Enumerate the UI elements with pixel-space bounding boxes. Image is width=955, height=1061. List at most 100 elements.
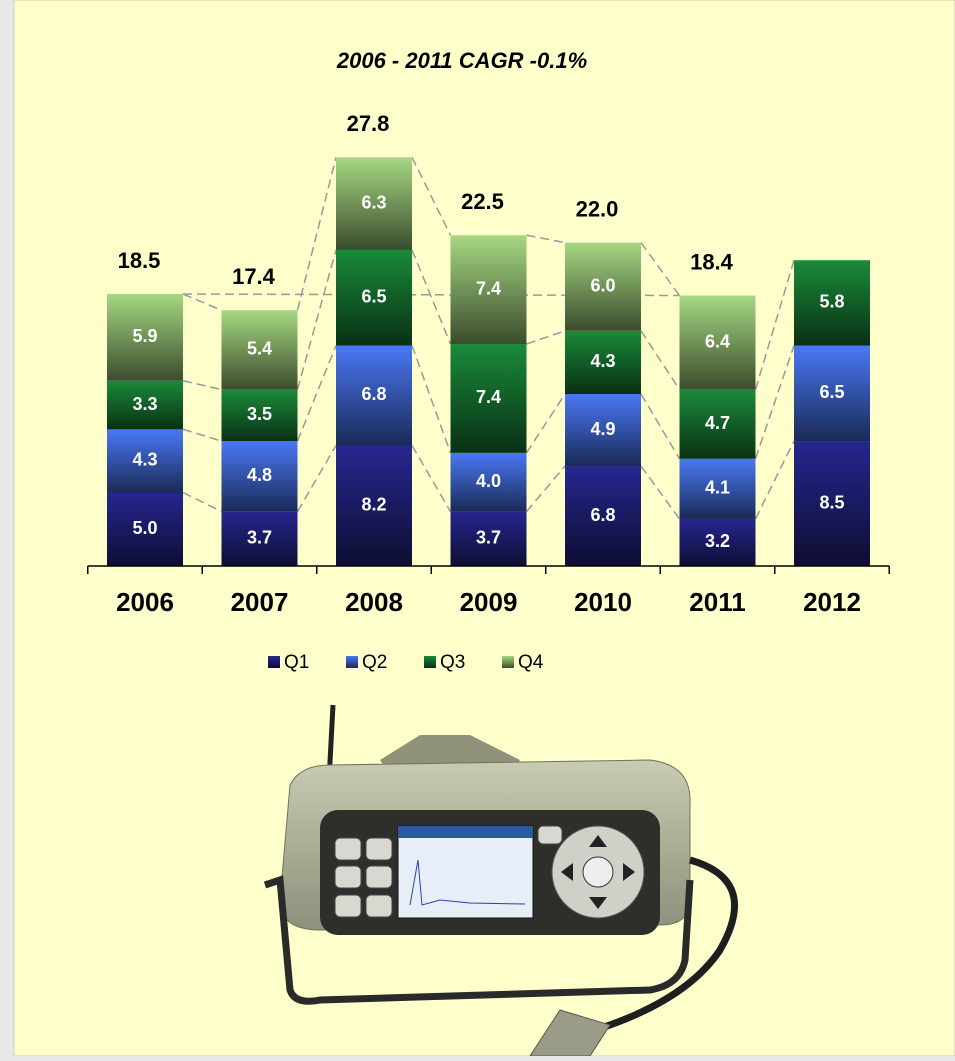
value-label: 7.4: [476, 387, 501, 407]
device-photo: [263, 704, 738, 1057]
value-label: 6.5: [819, 382, 844, 402]
connector-line: [640, 393, 681, 460]
total-label: 27.8: [347, 111, 390, 136]
bar-shade: [336, 345, 412, 446]
total-label: 22.5: [461, 189, 504, 214]
value-label: 5.4: [247, 339, 272, 359]
bar-shade: [221, 511, 298, 566]
bar-shade: [565, 394, 641, 467]
bar-shade: [221, 389, 298, 442]
connector-line: [525, 393, 566, 454]
connector-line: [754, 345, 795, 459]
total-label: 17.4: [232, 264, 276, 289]
bar-shade: [450, 452, 527, 512]
bar-shade: [221, 310, 298, 390]
value-label: 6.8: [361, 384, 386, 404]
legend-swatch-shade: [268, 656, 280, 668]
bar-shade: [794, 260, 870, 346]
connector-line: [411, 345, 452, 454]
total-label: 22.0: [576, 196, 619, 221]
connector-line: [411, 445, 452, 512]
connector-line: [640, 242, 681, 296]
value-label: 4.1: [705, 478, 730, 498]
value-label: 3.7: [247, 528, 272, 548]
x-tick-label: 2007: [231, 587, 289, 617]
value-label: 4.0: [476, 471, 501, 491]
legend-label: Q2: [362, 652, 387, 673]
value-label: 5.8: [819, 292, 844, 312]
total-label: 18.5: [118, 248, 161, 273]
connector-line: [640, 330, 681, 391]
connector-line: [525, 465, 566, 513]
bar-shade: [565, 466, 641, 566]
connector-line: [296, 445, 337, 512]
value-label: 6.3: [361, 192, 386, 212]
connector-line: [296, 345, 337, 442]
value-label: 6.4: [705, 331, 730, 351]
value-label: 8.5: [819, 492, 844, 512]
bar-shade: [565, 330, 641, 395]
total-label: 18.4: [690, 249, 734, 274]
bar-shade: [679, 458, 756, 519]
connector-line: [754, 260, 795, 390]
value-label: 3.2: [705, 531, 730, 551]
x-tick-label: 2012: [803, 587, 861, 617]
bar-shade: [221, 441, 298, 512]
connector-line: [411, 249, 452, 345]
bar-shade: [107, 429, 183, 493]
value-label: 6.8: [590, 505, 615, 525]
x-tick-label: 2011: [689, 587, 745, 617]
bar-shade: [679, 389, 756, 459]
bar-shade: [794, 345, 870, 442]
legend-swatch-shade: [424, 656, 436, 668]
x-tick-label: 2008: [345, 587, 403, 617]
value-label: 4.8: [247, 465, 272, 485]
x-tick-label: 2009: [460, 587, 518, 617]
legend-swatch-shade: [502, 656, 514, 668]
value-label: 4.9: [590, 419, 615, 439]
bar-shade: [565, 242, 641, 331]
connector-line: [411, 157, 452, 236]
value-label: 4.3: [590, 351, 615, 371]
value-label: 8.2: [361, 494, 386, 514]
value-label: 4.7: [705, 413, 730, 433]
legend-label: Q1: [284, 652, 309, 673]
value-label: 6.0: [590, 275, 615, 295]
legend-swatch-shade: [346, 656, 358, 668]
side-strip: [0, 0, 14, 1056]
bar-shade: [794, 441, 870, 566]
legend-label: Q4: [518, 652, 544, 673]
bar-shade: [450, 344, 527, 453]
bar-shade: [450, 235, 527, 345]
connectors: [182, 157, 795, 520]
connector-line: [296, 249, 337, 390]
bar-shade: [679, 518, 756, 566]
bar-shade: [336, 249, 412, 346]
bar-shade: [450, 511, 527, 566]
value-label: 3.5: [247, 404, 272, 424]
bar-shade: [107, 294, 183, 381]
value-label: 3.7: [476, 528, 501, 548]
value-label: 5.0: [132, 518, 157, 538]
x-tick-label: 2010: [574, 587, 632, 617]
chart-title: 2006 - 2011 CAGR -0.1%: [336, 48, 587, 73]
legend-label: Q3: [440, 652, 465, 673]
bar-shade: [336, 445, 412, 566]
connector-line: [640, 465, 681, 520]
value-label: 4.3: [132, 450, 157, 470]
connector-line: [182, 380, 222, 391]
value-label: 3.3: [132, 394, 157, 414]
value-label: 6.5: [361, 286, 386, 306]
connector-line: [182, 491, 222, 513]
x-tick-label: 2006: [116, 587, 174, 617]
bar-shade: [679, 295, 756, 390]
value-label: 7.4: [476, 278, 501, 298]
bar-shade: [107, 380, 183, 430]
connector-line: [296, 157, 337, 311]
connector-line: [182, 293, 222, 311]
connector-line: [754, 440, 795, 520]
bar-shade: [336, 157, 412, 250]
connector-line: [182, 428, 222, 442]
